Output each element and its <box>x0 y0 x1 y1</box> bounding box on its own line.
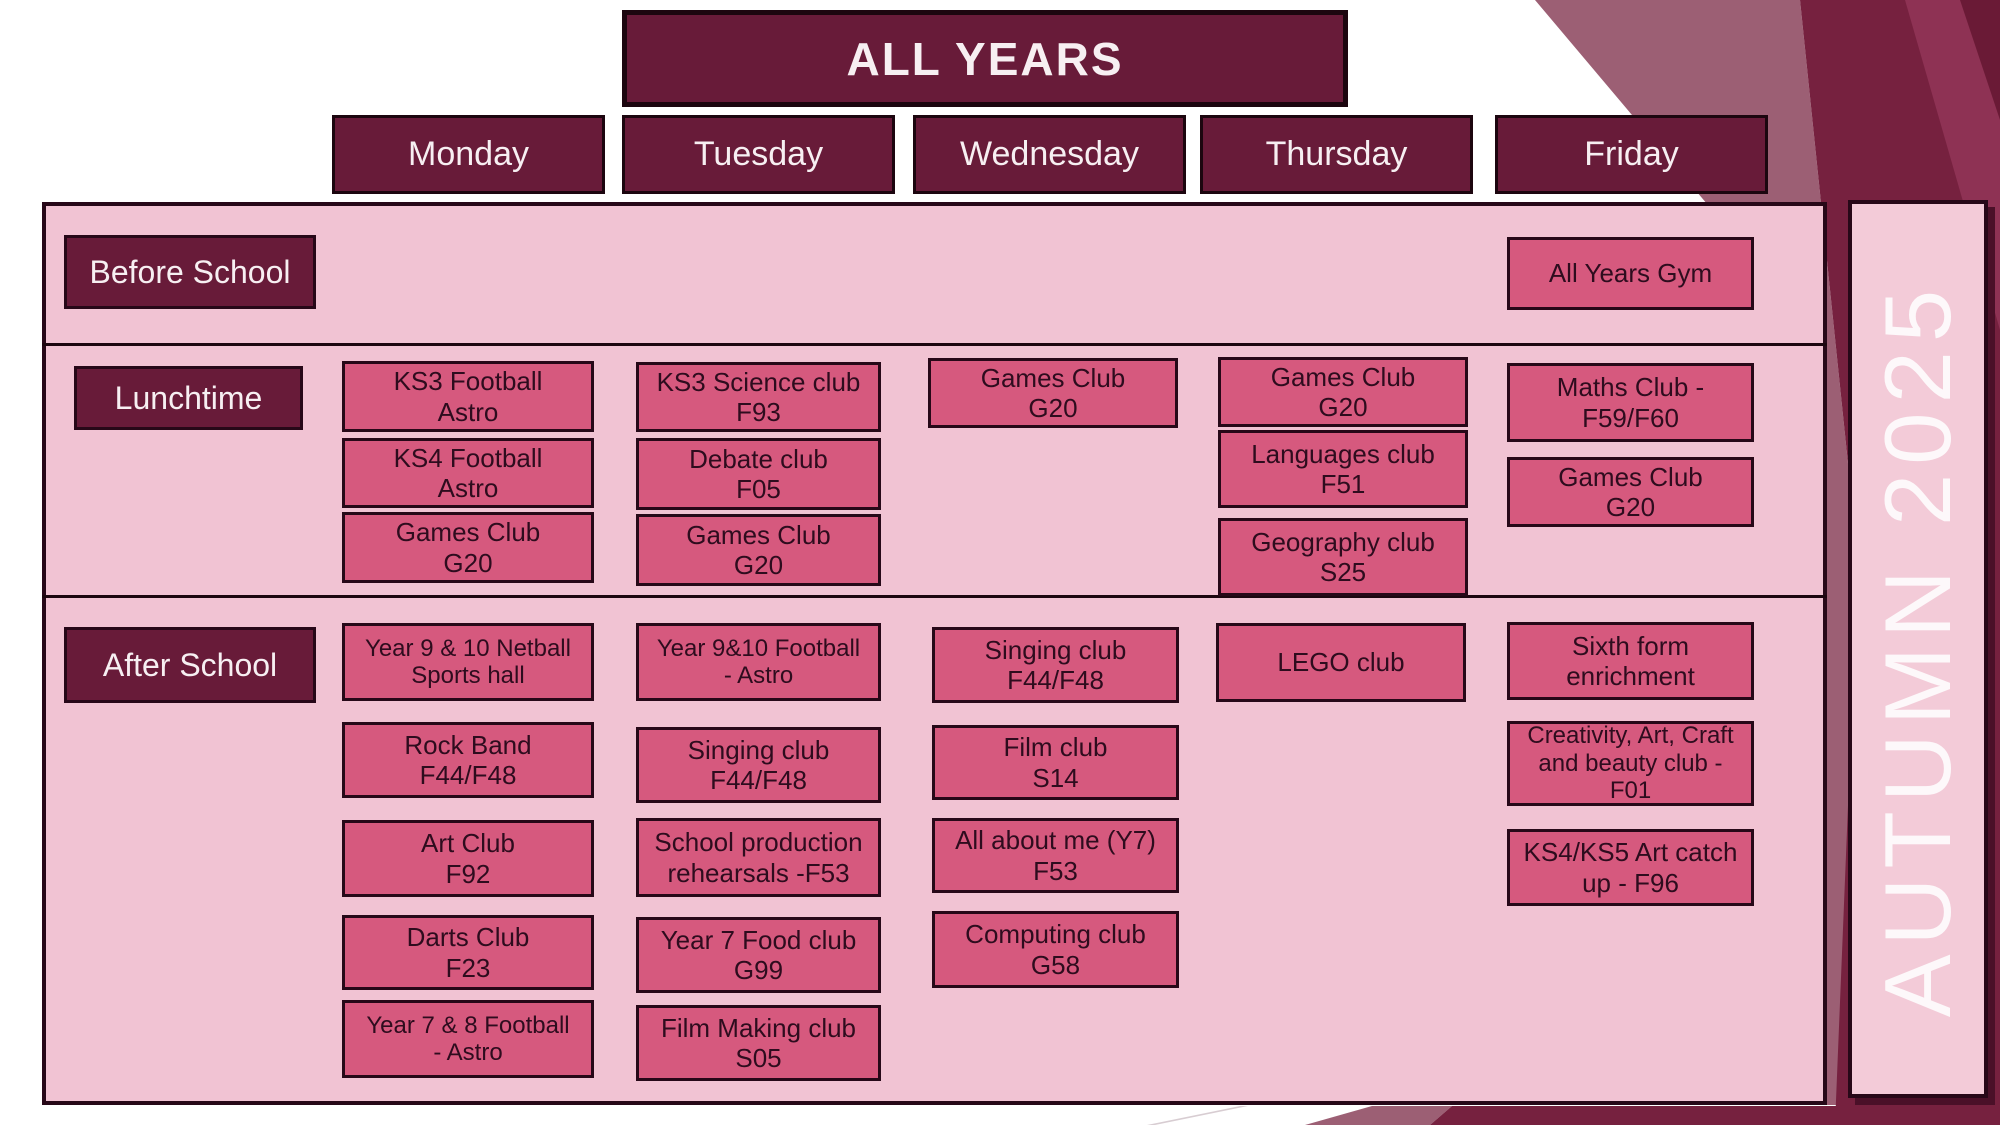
club-box-after-tuesday-3: School production rehearsals -F53 <box>636 818 881 897</box>
club-box-before-friday-1: All Years Gym <box>1507 237 1754 310</box>
club-box-after-wednesday-1: Singing club F44/F48 <box>932 627 1179 703</box>
season-banner-label: AUTUMN 2025 <box>1865 280 1970 1018</box>
season-banner: AUTUMN 2025 <box>1848 200 1988 1098</box>
club-box-lunch-thursday-2: Languages club F51 <box>1218 430 1468 508</box>
club-box-after-wednesday-3: All about me (Y7) F53 <box>932 818 1179 893</box>
day-header-thursday: Thursday <box>1200 115 1473 194</box>
club-box-lunch-tuesday-2: Debate club F05 <box>636 438 881 510</box>
club-box-after-thursday-1: LEGO club <box>1216 623 1466 702</box>
club-box-after-monday-1: Year 9 & 10 Netball Sports hall <box>342 623 594 701</box>
club-box-lunch-monday-3: Games Club G20 <box>342 512 594 583</box>
club-box-lunch-tuesday-3: Games Club G20 <box>636 514 881 586</box>
club-box-lunch-thursday-3: Geography club S25 <box>1218 518 1468 596</box>
club-box-lunch-tuesday-1: KS3 Science club F93 <box>636 362 881 432</box>
row-label-before-school: Before School <box>64 235 316 309</box>
club-box-after-monday-4: Darts Club F23 <box>342 915 594 990</box>
row-label-after-school: After School <box>64 627 316 703</box>
club-box-after-tuesday-5: Film Making club S05 <box>636 1005 881 1081</box>
row-label-lunchtime: Lunchtime <box>74 366 303 430</box>
club-box-lunch-wednesday-1: Games Club G20 <box>928 358 1178 428</box>
club-box-after-friday-3: KS4/KS5 Art catch up - F96 <box>1507 829 1754 906</box>
day-header-monday: Monday <box>332 115 605 194</box>
slide-title: ALL YEARS <box>622 10 1348 107</box>
club-box-after-tuesday-4: Year 7 Food club G99 <box>636 917 881 993</box>
club-box-lunch-monday-1: KS3 Football Astro <box>342 361 594 432</box>
club-box-lunch-friday-1: Maths Club - F59/F60 <box>1507 363 1754 442</box>
row-divider-1 <box>42 343 1827 346</box>
club-box-after-tuesday-1: Year 9&10 Football - Astro <box>636 623 881 701</box>
club-box-after-friday-1: Sixth form enrichment <box>1507 622 1754 700</box>
day-header-tuesday: Tuesday <box>622 115 895 194</box>
club-box-after-tuesday-2: Singing club F44/F48 <box>636 727 881 803</box>
club-box-after-wednesday-4: Computing club G58 <box>932 911 1179 988</box>
club-box-lunch-monday-2: KS4 Football Astro <box>342 438 594 508</box>
day-header-wednesday: Wednesday <box>913 115 1186 194</box>
club-box-after-monday-3: Art Club F92 <box>342 820 594 897</box>
club-box-after-wednesday-2: Film club S14 <box>932 725 1179 800</box>
club-box-after-friday-2: Creativity, Art, Craft and beauty club -… <box>1507 721 1754 806</box>
row-divider-2 <box>42 595 1827 598</box>
club-box-after-monday-2: Rock Band F44/F48 <box>342 722 594 798</box>
club-box-lunch-friday-2: Games Club G20 <box>1507 457 1754 527</box>
club-box-after-monday-5: Year 7 & 8 Football - Astro <box>342 1000 594 1078</box>
day-header-friday: Friday <box>1495 115 1768 194</box>
club-box-lunch-thursday-1: Games Club G20 <box>1218 357 1468 427</box>
